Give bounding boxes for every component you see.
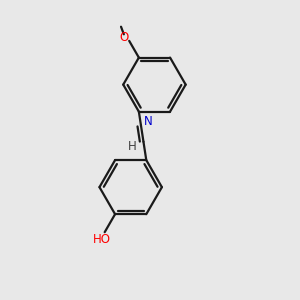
- Text: H: H: [128, 140, 137, 153]
- Text: N: N: [144, 115, 153, 128]
- Text: HO: HO: [93, 233, 111, 246]
- Text: O: O: [119, 31, 128, 44]
